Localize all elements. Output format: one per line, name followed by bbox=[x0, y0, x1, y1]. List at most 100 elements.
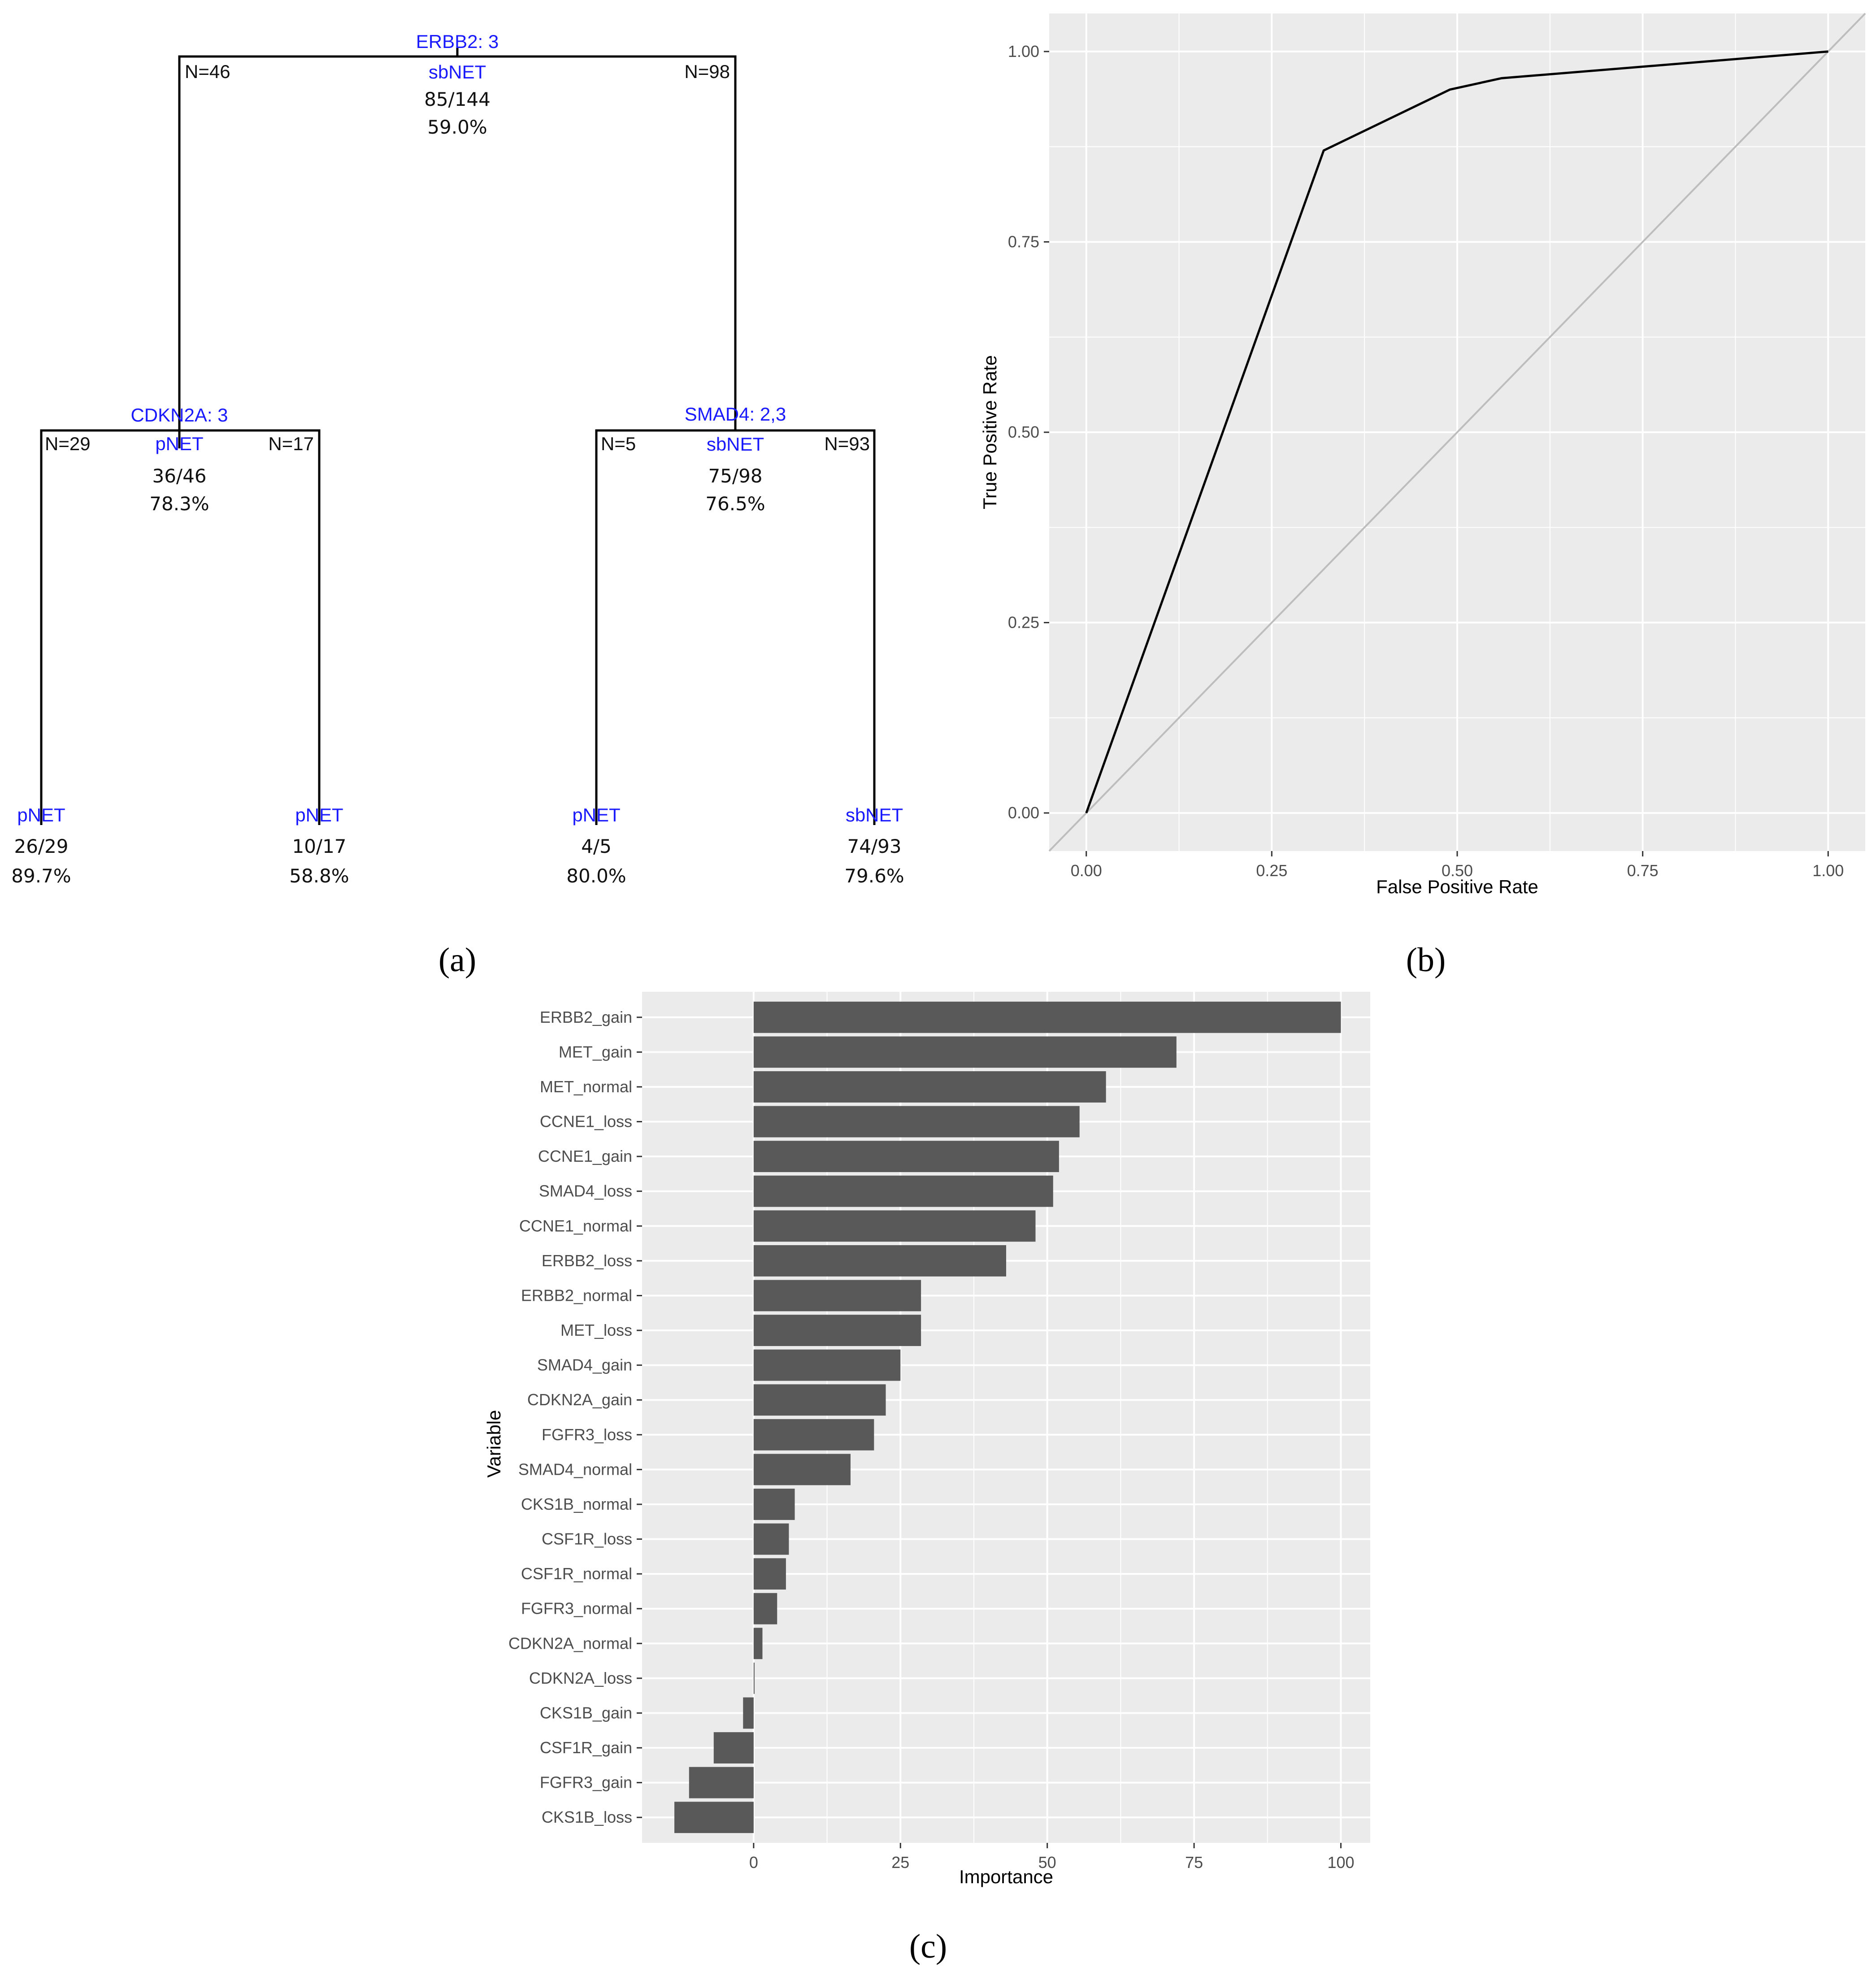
root-fraction: 85/144 bbox=[424, 88, 491, 110]
roc-y-tick-label: 0.75 bbox=[1008, 232, 1039, 251]
leaf-class-label: pNET bbox=[572, 804, 620, 825]
root-branch bbox=[178, 55, 737, 448]
left-fraction: 36/46 bbox=[152, 465, 206, 487]
importance-bar-erbb2-gain bbox=[753, 1001, 1341, 1033]
importance-y-tick-label: CCNE1_normal bbox=[519, 1216, 632, 1235]
tree-leaf-1: pNET 26/29 89.7% bbox=[11, 804, 71, 887]
importance-x-axis-title: Importance bbox=[959, 1866, 1053, 1887]
leaf-percent: 58.8% bbox=[289, 865, 349, 887]
leaf-class-label: pNET bbox=[17, 804, 65, 825]
importance-y-tick-label: SMAD4_normal bbox=[518, 1460, 632, 1478]
root-percent: 59.0% bbox=[427, 116, 487, 138]
importance-bar-csf1r-gain bbox=[713, 1732, 754, 1764]
leaf-fraction: 4/5 bbox=[581, 835, 612, 857]
importance-bar-erbb2-normal bbox=[753, 1280, 921, 1312]
importance-y-tick-label: FGFR3_gain bbox=[540, 1773, 632, 1792]
importance-bar-smad4-loss bbox=[753, 1175, 1053, 1207]
root-class-label: sbNET bbox=[429, 61, 486, 83]
panel-label-b: (b) bbox=[1406, 941, 1446, 979]
roc-reference-diagonal bbox=[1048, 13, 1866, 852]
decision-tree: ERBB2: 3 sbNET 85/144 59.0% N=46 N=98 CD… bbox=[11, 31, 904, 887]
right-fraction: 75/98 bbox=[708, 465, 762, 487]
root-left-count: N=46 bbox=[185, 61, 230, 82]
importance-y-tick-label: CSF1R_normal bbox=[521, 1564, 632, 1583]
importance-y-tick-label: CCNE1_loss bbox=[540, 1112, 632, 1131]
right-split-label: SMAD4: 2,3 bbox=[685, 404, 786, 425]
leaf-class-label: sbNET bbox=[846, 804, 903, 825]
tree-leaf-2: pNET 10/17 58.8% bbox=[289, 804, 349, 887]
right-percent: 76.5% bbox=[705, 493, 765, 515]
importance-bar-ccne1-normal bbox=[753, 1210, 1036, 1242]
panel-label-a: (a) bbox=[439, 941, 476, 979]
root-right-count: N=98 bbox=[684, 61, 730, 82]
importance-bar-ccne1-loss bbox=[753, 1106, 1080, 1138]
leaf-fraction: 74/93 bbox=[847, 835, 901, 857]
importance-y-tick-label: ERBB2_loss bbox=[542, 1251, 632, 1270]
leaf-percent: 79.6% bbox=[844, 865, 904, 887]
importance-bar-fgfr3-loss bbox=[753, 1419, 874, 1451]
importance-y-tick-label: CDKN2A_normal bbox=[508, 1634, 632, 1652]
roc-y-axis-title: True Positive Rate bbox=[979, 355, 1000, 509]
importance-x-tick-label: 100 bbox=[1327, 1853, 1354, 1872]
left-percent: 78.3% bbox=[149, 493, 209, 515]
importance-y-tick-label: MET_loss bbox=[560, 1321, 632, 1339]
importance-x-tick-label: 0 bbox=[749, 1853, 758, 1872]
importance-bar-smad4-gain bbox=[753, 1349, 901, 1381]
left-split-label: CDKN2A: 3 bbox=[130, 404, 228, 426]
importance-y-axis-title: Variable bbox=[483, 1410, 504, 1478]
left-branch bbox=[40, 429, 321, 825]
roc-series bbox=[1048, 13, 1866, 852]
importance-x-tick-label: 75 bbox=[1185, 1853, 1203, 1872]
importance-x-axis: 0 25 50 75 100 bbox=[749, 1843, 1355, 1872]
root-split-label: ERBB2: 3 bbox=[416, 31, 499, 52]
importance-bar-met-normal bbox=[753, 1071, 1106, 1103]
importance-y-tick-label: CSF1R_loss bbox=[542, 1530, 632, 1548]
left-class-label: pNET bbox=[155, 433, 203, 454]
tree-node-left: CDKN2A: 3 pNET 36/46 78.3% N=29 N=17 bbox=[45, 404, 314, 515]
roc-x-tick-label: 0.50 bbox=[1442, 861, 1473, 880]
tree-leaf-4: sbNET 74/93 79.6% bbox=[844, 804, 904, 887]
importance-y-tick-label: MET_gain bbox=[559, 1042, 632, 1061]
roc-x-axis: 0.00 0.25 0.50 0.75 1.00 bbox=[1071, 851, 1844, 880]
tree-node-right: SMAD4: 2,3 sbNET 75/98 76.5% N=5 N=93 bbox=[601, 404, 870, 515]
right-right-count: N=93 bbox=[824, 433, 870, 454]
leaf-fraction: 26/29 bbox=[14, 835, 68, 857]
roc-y-tick-label: 0.25 bbox=[1008, 613, 1039, 632]
leaf-percent: 80.0% bbox=[566, 865, 626, 887]
importance-y-axis: ERBB2_gain MET_gain MET_normal CCNE1_loss CC… bbox=[508, 1008, 642, 1826]
importance-y-tick-label: SMAD4_loss bbox=[539, 1182, 632, 1200]
tree-node-root: ERBB2: 3 sbNET 85/144 59.0% N=46 N=98 bbox=[185, 31, 730, 138]
importance-bar-cks1b-gain bbox=[743, 1697, 754, 1729]
importance-bar-fgfr3-gain bbox=[689, 1767, 754, 1798]
importance-x-tick-label: 50 bbox=[1038, 1853, 1056, 1872]
left-left-count: N=29 bbox=[45, 433, 91, 454]
right-class-label: sbNET bbox=[707, 434, 764, 455]
panel-label-c: (c) bbox=[909, 1928, 947, 1965]
tree-leaf-3: pNET 4/5 80.0% bbox=[566, 804, 626, 887]
importance-y-tick-label: FGFR3_normal bbox=[521, 1599, 632, 1618]
importance-bar-cdkn2a-gain bbox=[753, 1384, 886, 1416]
leaf-fraction: 10/17 bbox=[292, 835, 346, 857]
importance-y-tick-label: ERBB2_gain bbox=[540, 1008, 632, 1026]
importance-y-tick-label: CDKN2A_loss bbox=[529, 1669, 632, 1687]
importance-y-tick-label: CKS1B_normal bbox=[521, 1495, 632, 1513]
right-left-count: N=5 bbox=[601, 433, 636, 454]
importance-bar-smad4-normal bbox=[753, 1454, 851, 1486]
importance-bar-met-loss bbox=[753, 1315, 921, 1346]
roc-chart: 0.00 0.25 0.50 0.75 1.00 0.00 0.25 0.50 0.75 1.0… bbox=[979, 13, 1866, 897]
importance-bar-csf1r-normal bbox=[753, 1558, 786, 1590]
importance-y-tick-label: CDKN2A_gain bbox=[527, 1390, 632, 1409]
importance-y-tick-label: CCNE1_gain bbox=[538, 1147, 632, 1165]
importance-x-tick-label: 25 bbox=[891, 1853, 909, 1872]
importance-y-tick-label: MET_normal bbox=[540, 1077, 632, 1096]
left-right-count: N=17 bbox=[268, 433, 314, 454]
importance-y-tick-label: CKS1B_gain bbox=[540, 1703, 632, 1722]
roc-x-tick-label: 0.25 bbox=[1256, 861, 1287, 880]
importance-bar-met-gain bbox=[753, 1036, 1177, 1068]
importance-bar-erbb2-loss bbox=[753, 1245, 1006, 1277]
tree-edges bbox=[40, 48, 876, 825]
importance-y-tick-label: CSF1R_gain bbox=[540, 1738, 632, 1757]
importance-bars bbox=[674, 1001, 1341, 1833]
roc-curve-line bbox=[1085, 50, 1828, 813]
